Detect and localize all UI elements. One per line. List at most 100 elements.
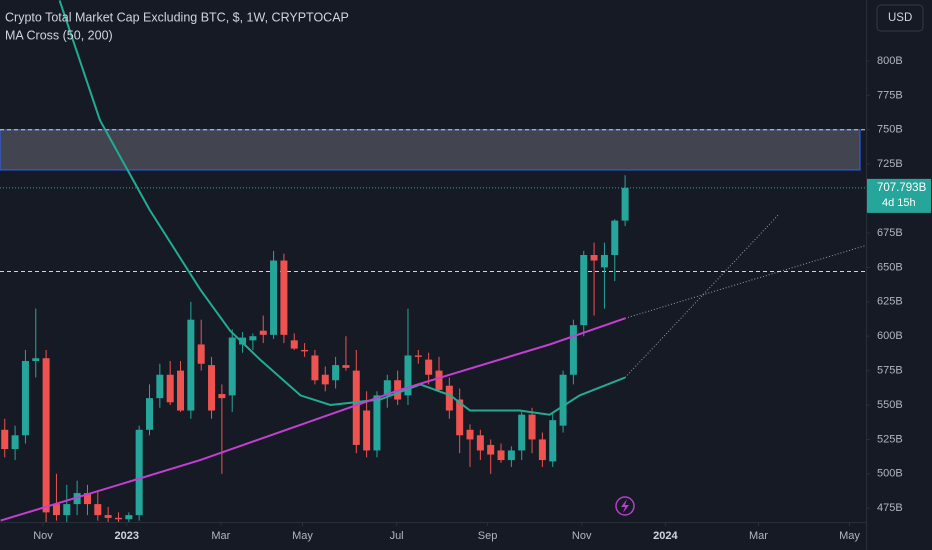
x-tick-label: Mar — [211, 530, 230, 542]
candle-body — [528, 414, 536, 440]
candle — [611, 219, 619, 282]
candle — [600, 242, 608, 309]
candle — [166, 360, 174, 406]
candle — [580, 250, 588, 337]
candle — [187, 301, 195, 419]
candle — [301, 343, 309, 357]
candle-body — [497, 450, 505, 461]
candle-body — [425, 359, 433, 375]
candle-body — [538, 439, 546, 461]
candle-body — [352, 370, 360, 445]
candle — [125, 512, 133, 522]
candle-body — [83, 493, 91, 505]
candle-body — [321, 374, 329, 385]
candle-body — [311, 355, 319, 381]
candle — [487, 439, 495, 474]
candle — [114, 512, 122, 522]
candle-body — [208, 365, 216, 411]
candle-body — [301, 349, 309, 352]
candle-body — [259, 330, 267, 335]
candle — [146, 384, 154, 436]
last-price-label: 707.793B — [877, 182, 927, 194]
candle — [83, 484, 91, 516]
candle-body — [456, 399, 464, 436]
candle-body — [290, 340, 298, 349]
candle-body — [280, 260, 288, 335]
candle-body — [445, 385, 453, 411]
candle-body — [549, 420, 557, 462]
y-tick-label: 600B — [877, 330, 903, 342]
candle-body — [228, 337, 236, 396]
candle — [1, 418, 9, 458]
candle — [177, 360, 185, 412]
candle-body — [177, 370, 185, 411]
candle — [280, 253, 288, 344]
candle-body — [1, 429, 9, 450]
y-tick-label: 550B — [877, 399, 903, 411]
candle — [42, 349, 50, 522]
y-tick-label: 750B — [877, 124, 903, 136]
candle — [518, 411, 526, 461]
candle-body — [218, 394, 226, 399]
countdown-label: 4d 15h — [882, 197, 916, 209]
candle-body — [114, 517, 122, 520]
candle — [476, 429, 484, 461]
x-tick-label: Mar — [749, 530, 768, 542]
candle-body — [166, 374, 174, 403]
candle — [249, 333, 257, 350]
candle-body — [414, 355, 422, 357]
y-tick-label: 625B — [877, 296, 903, 308]
candle-body — [197, 344, 205, 364]
candle — [549, 411, 557, 467]
candle — [156, 363, 164, 408]
candle-body — [518, 414, 526, 451]
candle-body — [600, 255, 608, 268]
candle-body — [621, 187, 629, 221]
candle — [63, 484, 71, 522]
candle-body — [383, 380, 391, 396]
candle — [321, 366, 329, 392]
event-bolt[interactable] — [621, 499, 629, 513]
candle-body — [42, 358, 50, 513]
event-circle[interactable] — [615, 496, 635, 516]
event-icon[interactable] — [615, 496, 635, 516]
y-tick-label: 500B — [877, 468, 903, 480]
candle — [208, 356, 216, 419]
candle-body — [373, 395, 381, 451]
candle-body — [342, 365, 350, 368]
last-price-box — [867, 178, 931, 213]
candle-body — [94, 504, 102, 516]
candle — [342, 336, 350, 371]
candle-body — [466, 429, 474, 440]
x-tick-label: May — [839, 530, 860, 542]
indicator-label: MA Cross (50, 200) — [5, 28, 113, 42]
candle — [569, 319, 577, 385]
candle — [32, 308, 40, 378]
candle-body — [32, 358, 40, 361]
candle — [228, 329, 236, 412]
chart-title: Crypto Total Market Cap Excluding BTC, $… — [5, 10, 349, 24]
x-tick-label: Nov — [33, 530, 53, 542]
ma-line — [58, 0, 626, 416]
y-tick-label: 575B — [877, 365, 903, 377]
x-tick-label: Nov — [572, 530, 592, 542]
ma-line — [624, 214, 779, 378]
candle — [270, 250, 278, 339]
y-tick-label: 725B — [877, 158, 903, 170]
ma-line — [0, 317, 626, 522]
candle — [218, 384, 226, 474]
currency-button-label[interactable]: USD — [888, 12, 912, 24]
candle-body — [63, 504, 71, 516]
currency-button[interactable] — [876, 4, 924, 32]
candle — [414, 349, 422, 364]
candle-body — [404, 355, 412, 396]
candle-body — [487, 444, 495, 455]
candle-body — [52, 504, 60, 516]
y-tick-label: 775B — [877, 89, 903, 101]
candle — [21, 349, 29, 444]
candle-body — [332, 365, 340, 381]
zone — [0, 129, 861, 171]
candle — [11, 425, 19, 461]
candle — [259, 315, 267, 344]
